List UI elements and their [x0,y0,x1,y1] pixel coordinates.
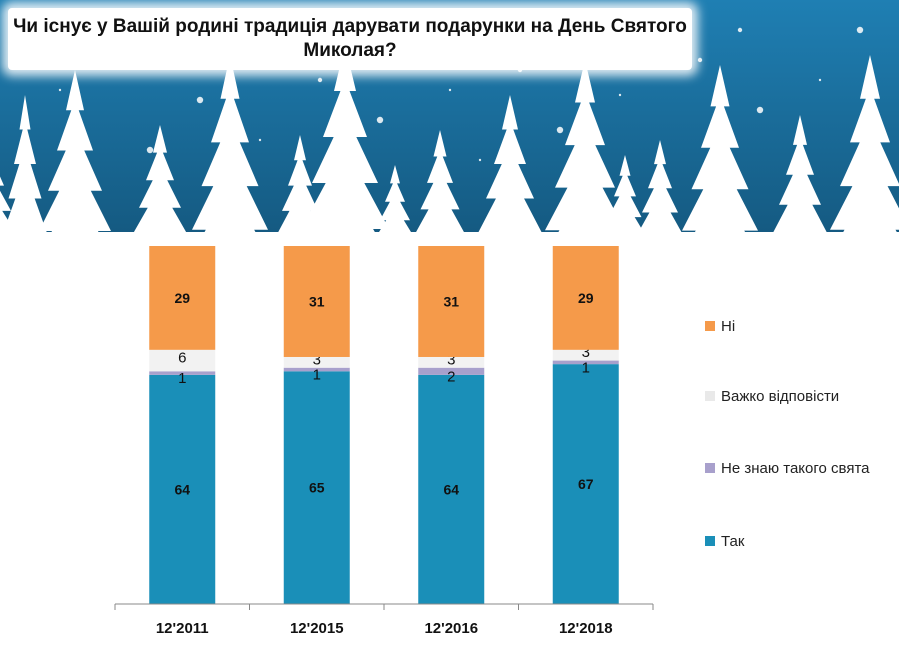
snowflake [856,26,864,34]
snowflake [618,93,622,97]
snowflake [196,96,204,104]
tree-8 [545,60,625,245]
tree-11 [772,115,828,245]
bar-segment-3-1 [283,246,350,357]
data-label-0-3: 67 [578,476,594,492]
bar-segment-2-0 [149,349,216,372]
bar-segment-0-3 [552,364,619,604]
bar-segment-3-3 [552,246,619,350]
bar-segment-1-2 [418,367,485,375]
snowflake [376,116,384,124]
data-label-3-2: 31 [443,293,459,309]
tree-6 [414,130,466,245]
tree-10 [682,65,758,245]
legend-label: Так [721,532,745,550]
bar-segment-2-1 [283,356,350,368]
snowflake [478,158,482,162]
data-label-1-2: 2 [447,368,455,385]
bar-segment-0-1 [283,371,350,604]
data-label-0-1: 65 [309,480,325,496]
chart-title-box: Чи існує у Вашій родині традиція даруват… [8,8,692,70]
tree-9 [636,140,684,245]
bar-segment-2-2 [418,356,485,368]
snowflake [448,88,452,92]
snow-ground [0,232,899,245]
bar-segment-1-1 [283,367,350,372]
data-label-2-1: 3 [313,351,321,368]
legend-label: Не знаю такого свята [721,459,870,477]
legend-label: Ні [721,317,736,335]
bar-segment-1-3 [552,360,619,365]
data-label-3-3: 29 [578,290,594,306]
data-label-2-3: 3 [582,344,590,361]
snowflake [556,126,564,134]
x-tick-label-1: 12'2015 [290,620,344,637]
bar-segment-0-2 [418,374,485,604]
legend-swatch [705,391,715,401]
x-tick-label-3: 12'2018 [559,620,613,637]
bar-segment-1-0 [149,371,216,375]
tree-12 [830,55,899,245]
legend-swatch [705,536,715,546]
tree-5 [301,45,389,245]
data-label-1-0: 1 [178,370,186,387]
x-tick-label-0: 12'2011 [156,620,209,637]
snowflake [818,78,822,82]
snowflake [697,57,703,63]
legend-item-0: Ні [705,315,895,337]
snowflake [756,106,764,114]
data-label-0-2: 64 [443,481,459,497]
data-label-1-3: 1 [582,359,590,376]
snowflake [737,27,743,33]
snowflake [867,127,873,133]
bar-segment-0-0 [149,374,216,604]
tree-13 [0,176,18,245]
chart-title: Чи існує у Вашій родині традиція даруват… [13,16,687,61]
tree-2 [132,125,188,245]
bar-segment-3-0 [149,246,216,350]
legend-item-2: Не знаю такого свята [705,457,895,479]
snowflake [146,146,154,154]
legend-swatch [705,321,715,331]
data-label-3-1: 31 [309,293,325,309]
bar-segment-2-3 [552,349,619,361]
tree-15 [603,155,647,245]
tree-14 [375,165,415,245]
legend-item-3: Так [705,530,895,552]
tree-7 [478,95,542,245]
legend-label: Важко відповісти [721,387,840,405]
data-label-1-1: 1 [313,367,321,384]
bar-segment-3-2 [418,246,485,357]
data-label-3-0: 29 [174,290,190,306]
legend-swatch [705,463,715,473]
data-label-2-0: 6 [178,350,186,367]
tree-1 [39,70,111,245]
tree-3 [192,55,268,245]
tree-0 [3,95,47,245]
x-tick-label-2: 12'2016 [424,620,478,637]
legend-item-1: Важко відповісти [705,385,895,407]
data-label-0-0: 64 [174,481,190,497]
snowflake [258,138,262,142]
data-label-2-2: 3 [447,351,455,368]
snowflake [58,88,62,92]
snowflake [317,77,323,83]
